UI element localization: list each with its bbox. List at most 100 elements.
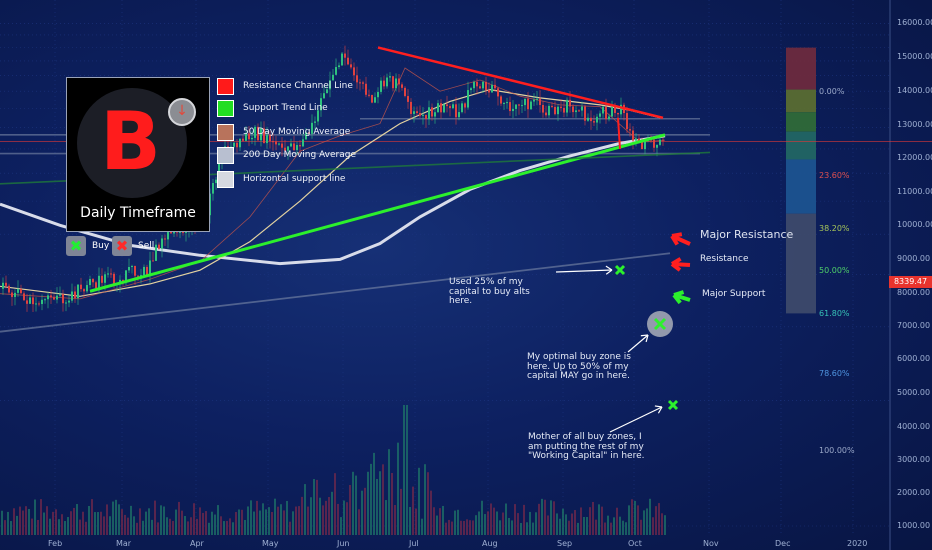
candle-body <box>146 266 148 275</box>
candle-body <box>632 130 634 141</box>
candle-body <box>65 302 67 304</box>
volume-bar <box>67 517 69 535</box>
candle-body <box>245 133 247 141</box>
volume-bar <box>601 506 603 535</box>
candle-body <box>410 101 412 114</box>
y-tick-label: 5000.00 <box>897 388 931 397</box>
candle-body <box>350 64 352 68</box>
candle-body <box>653 139 655 148</box>
candle-body <box>548 105 550 116</box>
candle-body <box>326 89 328 94</box>
volume-bar <box>388 449 390 535</box>
candle-body <box>329 80 331 90</box>
candle-body <box>335 67 337 75</box>
volume-bar <box>610 522 612 535</box>
candle-body <box>170 230 172 234</box>
candle-body <box>125 270 127 283</box>
volume-bar <box>217 505 219 535</box>
fib-band <box>786 131 816 160</box>
volume-bar <box>25 506 27 535</box>
volume-bar <box>22 510 24 535</box>
volume-bar <box>352 471 354 535</box>
volume-bar <box>502 512 504 535</box>
volume-bar <box>106 504 108 535</box>
candle-body <box>248 133 250 140</box>
fibonacci-bands <box>786 47 816 314</box>
volume-bar <box>538 503 540 535</box>
volume-bar <box>43 512 45 535</box>
candle-body <box>290 143 292 147</box>
volume-bar <box>466 519 468 535</box>
volume-bar <box>109 516 111 535</box>
candle-body <box>455 104 457 118</box>
candle-body <box>314 121 316 123</box>
candle-body <box>263 128 265 144</box>
candle-body <box>659 139 661 145</box>
candle-body <box>149 260 151 275</box>
candle-body <box>131 265 133 267</box>
volume-bar <box>616 507 618 535</box>
volume-bar <box>184 516 186 535</box>
legend-swatch <box>217 99 234 117</box>
volume-bar <box>574 510 576 535</box>
candle-body <box>596 116 598 123</box>
volume-bar <box>79 519 81 535</box>
note-line: capital to buy alts <box>449 286 530 297</box>
candle-body <box>488 90 490 93</box>
candle-body <box>113 273 115 284</box>
volume-bar <box>229 518 231 535</box>
candle-body <box>128 266 130 271</box>
candle-body <box>470 88 472 91</box>
volume-bar <box>472 520 474 535</box>
sell-key: ✖ Sell <box>112 236 154 256</box>
candle-body <box>341 53 343 66</box>
candle-body <box>236 142 238 148</box>
volume-bar <box>175 509 177 535</box>
volume-bar <box>517 513 519 535</box>
candle-body <box>398 78 400 85</box>
note-line: am putting the rest of my <box>528 441 644 452</box>
y-tick-label: 13000.00 <box>897 120 932 129</box>
candle-body <box>338 65 340 68</box>
down-arrow-icon: ↓ <box>168 98 196 126</box>
volume-bar <box>343 500 345 535</box>
volume-bar <box>520 522 522 535</box>
candle-body <box>512 108 514 112</box>
volume-bar <box>523 504 525 535</box>
fib-band <box>786 89 816 113</box>
candle-body <box>521 105 523 107</box>
volume-bar <box>115 499 117 535</box>
volume-bar <box>457 509 459 535</box>
x-tick-label: Oct <box>628 539 642 548</box>
candle-body <box>344 53 346 58</box>
volume-bar <box>658 503 660 535</box>
volume-bar <box>52 511 54 535</box>
candle-body <box>440 103 442 113</box>
volume-bar <box>283 510 285 535</box>
major-support-label: Major Support <box>702 289 766 299</box>
candle-body <box>509 102 511 112</box>
volume-bar <box>166 517 168 535</box>
volume-bar <box>88 505 90 535</box>
volume-bar <box>193 503 195 535</box>
volume-bar <box>136 522 138 535</box>
candle-body <box>371 94 373 103</box>
volume-bar <box>451 521 453 535</box>
candle-body <box>473 81 475 89</box>
candle-body <box>605 106 607 120</box>
support-trend-line <box>89 133 666 293</box>
candle-body <box>566 99 568 113</box>
volume-bar <box>544 499 546 535</box>
candle-body <box>293 143 295 151</box>
volume-bar <box>76 504 78 535</box>
candle-body <box>167 230 169 240</box>
legend-label: Support Trend Line <box>243 103 328 113</box>
fib-label-236: 23.60% <box>819 171 850 180</box>
candle-body <box>332 74 334 81</box>
candle-body <box>608 116 610 120</box>
volume-bar <box>628 505 630 535</box>
candle-body <box>530 101 532 110</box>
note-line: Used 25% of my <box>449 277 523 287</box>
volume-bar <box>418 467 420 535</box>
annotation-arrow <box>640 334 649 337</box>
